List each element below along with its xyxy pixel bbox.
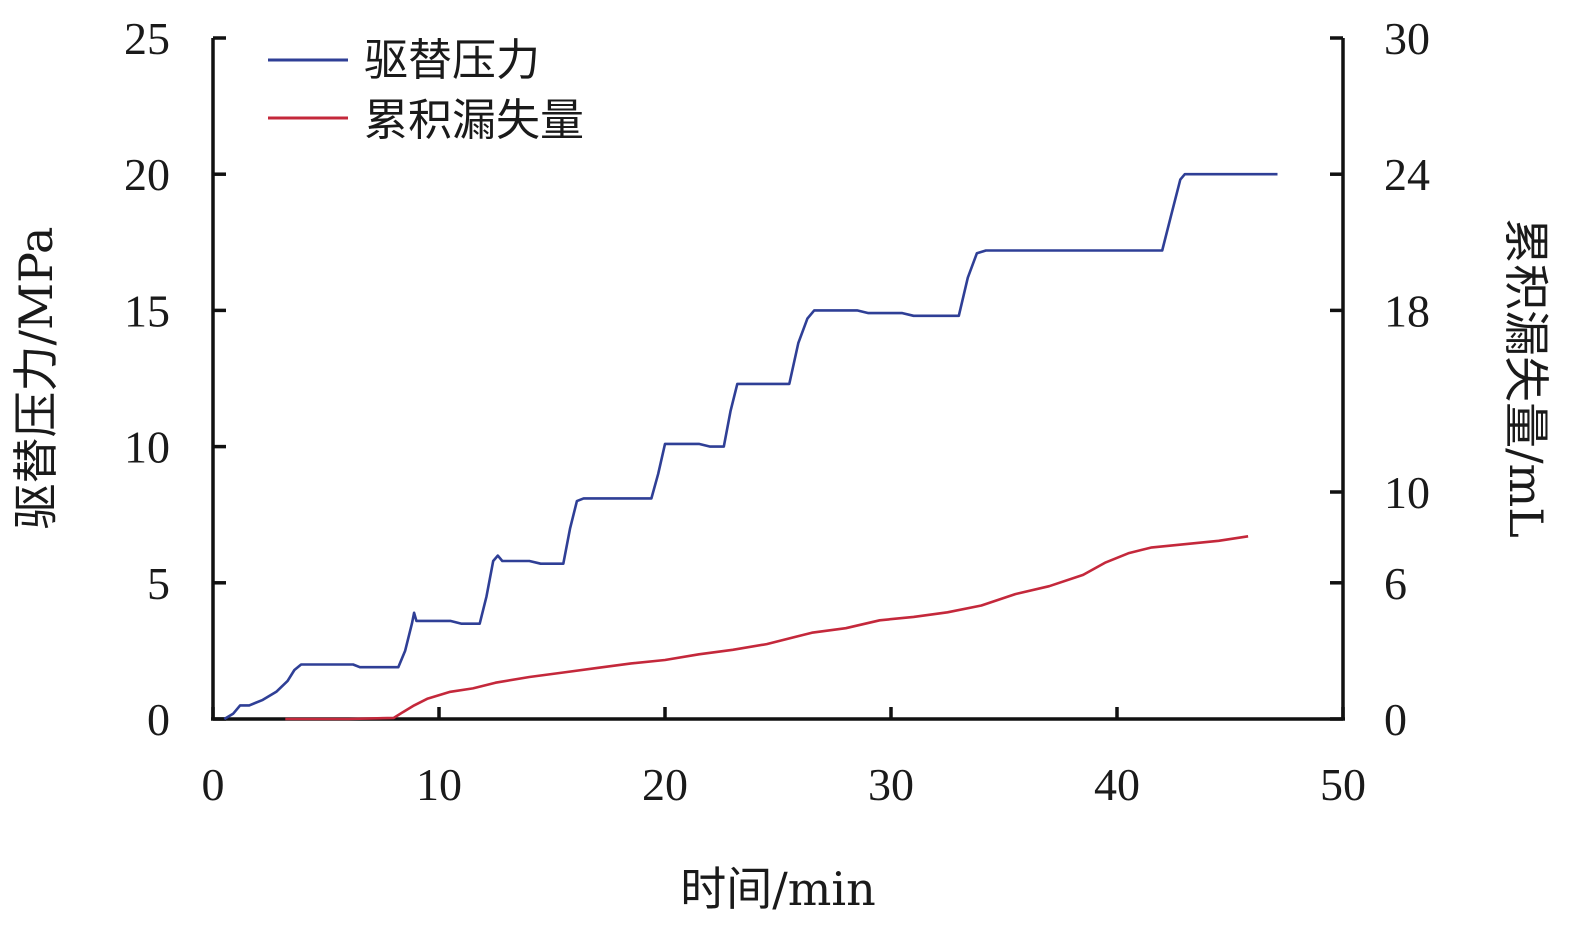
x-tick-label: 30 [868, 759, 914, 810]
x-tick-label: 0 [202, 759, 225, 810]
left-y-tick-label: 0 [147, 694, 170, 745]
x-axis-title: 时间/min [680, 862, 875, 916]
legend: 驱替压力 累积漏失量 [268, 35, 584, 146]
x-tick-label: 40 [1094, 759, 1140, 810]
right-y-tick-label: 30 [1384, 13, 1430, 64]
series-line-leakage [285, 535, 1249, 721]
left-y-tick-label: 20 [124, 149, 170, 200]
right-y-axis-title: 累积漏失量/mL [1499, 218, 1553, 538]
left-y-axis-ticks: 0 5 10 15 20 25 [124, 13, 226, 745]
right-y-tick-label: 6 [1384, 558, 1407, 609]
right-y-tick-label: 0 [1384, 694, 1407, 745]
legend-label-leakage: 累积漏失量 [364, 95, 584, 146]
x-axis-ticks: 0 10 20 30 40 50 [202, 707, 1366, 810]
legend-label-pressure: 驱替压力 [364, 35, 540, 86]
left-y-tick-label: 10 [124, 422, 170, 473]
right-y-tick-label: 10 [1384, 467, 1430, 518]
left-y-tick-label: 25 [124, 13, 170, 64]
left-y-axis-title: 驱替压力/MPa [9, 227, 63, 530]
right-y-tick-label: 24 [1384, 149, 1430, 200]
x-tick-label: 20 [642, 759, 688, 810]
right-y-tick-label: 18 [1384, 285, 1430, 336]
x-tick-label: 10 [416, 759, 462, 810]
series-layer [223, 172, 1278, 721]
left-y-tick-label: 5 [147, 558, 170, 609]
left-y-tick-label: 15 [124, 285, 170, 336]
x-tick-label: 50 [1320, 759, 1366, 810]
series-line-pressure [223, 172, 1278, 721]
right-y-axis-ticks: 0 6 10 18 24 30 [1330, 13, 1430, 745]
